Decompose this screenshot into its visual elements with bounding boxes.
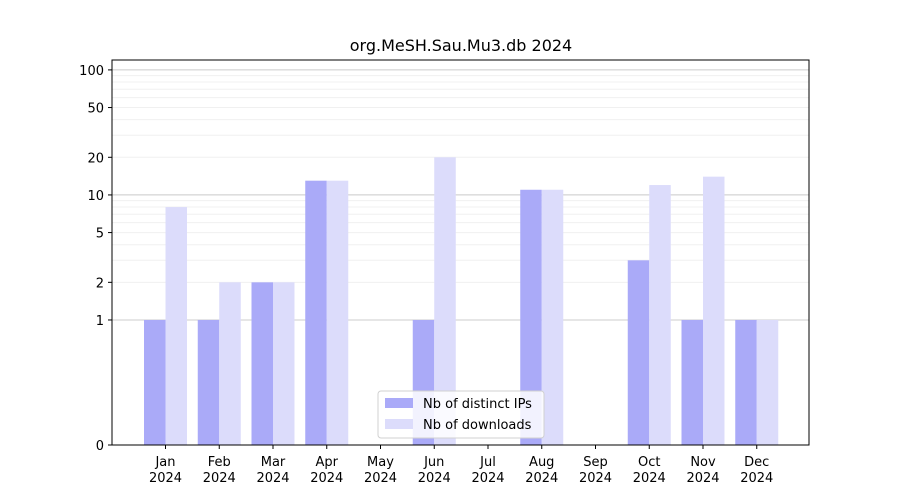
plot-frame xyxy=(111,59,810,446)
bar-distinct-ips xyxy=(197,319,220,445)
y-tick-label: 1 xyxy=(96,314,104,329)
x-tick-label-month: Feb xyxy=(208,455,231,470)
y-tick-label: 50 xyxy=(87,102,104,117)
x-tick-label-year: 2024 xyxy=(364,471,397,486)
legend-box xyxy=(377,390,545,439)
x-tick-label-year: 2024 xyxy=(525,471,558,486)
bar-downloads xyxy=(541,189,564,445)
x-tick-label-month: Apr xyxy=(316,455,339,470)
y-axis: 0 1 2 5 10 20 50 100 xyxy=(79,64,112,454)
x-tick-label-year: 2024 xyxy=(203,471,236,486)
bar-downloads xyxy=(703,176,725,445)
y-tick-label: 20 xyxy=(87,151,104,166)
chart-title: org.MeSH.Sau.Mu3.db 2024 xyxy=(350,36,572,55)
bar-distinct-ips xyxy=(144,319,166,445)
y-tick-label: 5 xyxy=(96,227,104,242)
x-tick-label-month: Jan xyxy=(154,455,175,470)
x-tick-label-month: Aug xyxy=(529,455,554,470)
legend-swatch xyxy=(385,398,413,408)
bar-downloads xyxy=(273,282,295,445)
x-tick-label-month: Sep xyxy=(583,455,608,470)
x-tick-label-month: Nov xyxy=(690,455,716,470)
x-tick-label-year: 2024 xyxy=(686,471,719,486)
x-tick-label-year: 2024 xyxy=(633,471,666,486)
x-tick-label-month: Oct xyxy=(638,455,660,470)
y-tick-label: 100 xyxy=(79,64,104,79)
x-tick-label-year: 2024 xyxy=(310,471,343,486)
bar-downloads xyxy=(649,185,671,445)
x-tick-label-month: Jun xyxy=(423,455,444,470)
x-tick-label-year: 2024 xyxy=(740,471,773,486)
legend-label: Nb of downloads xyxy=(423,418,532,433)
bar-distinct-ips xyxy=(520,189,542,445)
x-tick-label-year: 2024 xyxy=(149,471,182,486)
x-tick-label-month: May xyxy=(367,455,394,470)
legend-swatch xyxy=(385,419,413,429)
x-tick-label-year: 2024 xyxy=(256,471,289,486)
bars xyxy=(144,157,779,445)
x-tick-label-year: 2024 xyxy=(579,471,612,486)
x-tick-label-year: 2024 xyxy=(471,471,504,486)
legend: Nb of distinct IPs Nb of downloads xyxy=(377,390,545,439)
bar-distinct-ips xyxy=(627,260,650,445)
bar-downloads xyxy=(165,207,187,445)
bar-downloads xyxy=(434,157,456,445)
bar-distinct-ips xyxy=(681,319,703,445)
legend-label: Nb of distinct IPs xyxy=(423,397,532,412)
x-tick-label-month: Mar xyxy=(261,455,286,470)
y-tick-label: 0 xyxy=(96,439,104,454)
y-tick-label: 10 xyxy=(87,189,104,204)
bar-downloads xyxy=(326,180,349,445)
bar-downloads xyxy=(756,319,779,445)
bar-distinct-ips xyxy=(305,180,327,445)
x-axis: Jan2024Feb2024Mar2024Apr2024May2024Jun20… xyxy=(149,445,773,486)
x-tick-label-month: Jul xyxy=(479,455,496,470)
bar-downloads xyxy=(219,282,241,445)
bar-distinct-ips xyxy=(735,319,757,445)
grid-lines xyxy=(112,69,809,321)
x-tick-label-month: Dec xyxy=(744,455,769,470)
y-tick-label: 2 xyxy=(96,276,104,291)
bar-distinct-ips xyxy=(251,282,273,445)
x-tick-label-year: 2024 xyxy=(418,471,451,486)
